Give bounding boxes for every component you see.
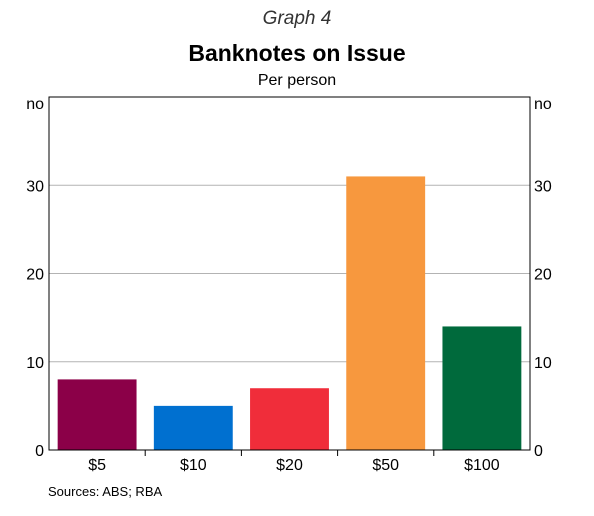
- x-tick-label: $20: [276, 457, 303, 474]
- y-tick-label-right: 20: [534, 267, 552, 284]
- chart-subtitle: Per person: [257, 72, 337, 89]
- x-tick-label: $50: [372, 457, 399, 474]
- y-axis-left: 0 10 20 30 no: [26, 96, 44, 460]
- x-tick-label: $100: [464, 457, 500, 474]
- y-tick-label-left: 30: [26, 178, 44, 195]
- bar-usd5: [57, 379, 137, 450]
- x-tick-label: $5: [88, 457, 106, 474]
- y-axis-right: 0 10 20 30 no: [534, 96, 552, 460]
- chart-title: Banknotes on Issue: [188, 40, 406, 66]
- x-tick-label: $10: [180, 457, 207, 474]
- y-tick-label-right: 10: [534, 355, 552, 372]
- bar-usd20: [250, 388, 329, 450]
- y-unit-label-right: no: [534, 96, 552, 113]
- y-tick-label-left: 0: [35, 443, 44, 460]
- y-unit-label-left: no: [26, 96, 44, 113]
- bars: [57, 176, 522, 451]
- bar-usd50: [346, 176, 426, 451]
- bar-usd100: [442, 326, 522, 450]
- plot-frame: [48, 96, 531, 451]
- bar-usd10: [153, 405, 233, 450]
- y-tick-label-right: 30: [534, 178, 552, 195]
- graph-label: Graph 4: [262, 8, 332, 29]
- y-tick-label-left: 20: [26, 267, 44, 284]
- x-axis-ticks: [144, 450, 435, 456]
- y-tick-label-left: 10: [26, 355, 44, 372]
- sources-note: Sources: ABS; RBA: [48, 484, 163, 499]
- x-axis-labels: $5 $10 $20 $50 $100: [88, 457, 500, 474]
- y-tick-label-right: 0: [534, 443, 543, 460]
